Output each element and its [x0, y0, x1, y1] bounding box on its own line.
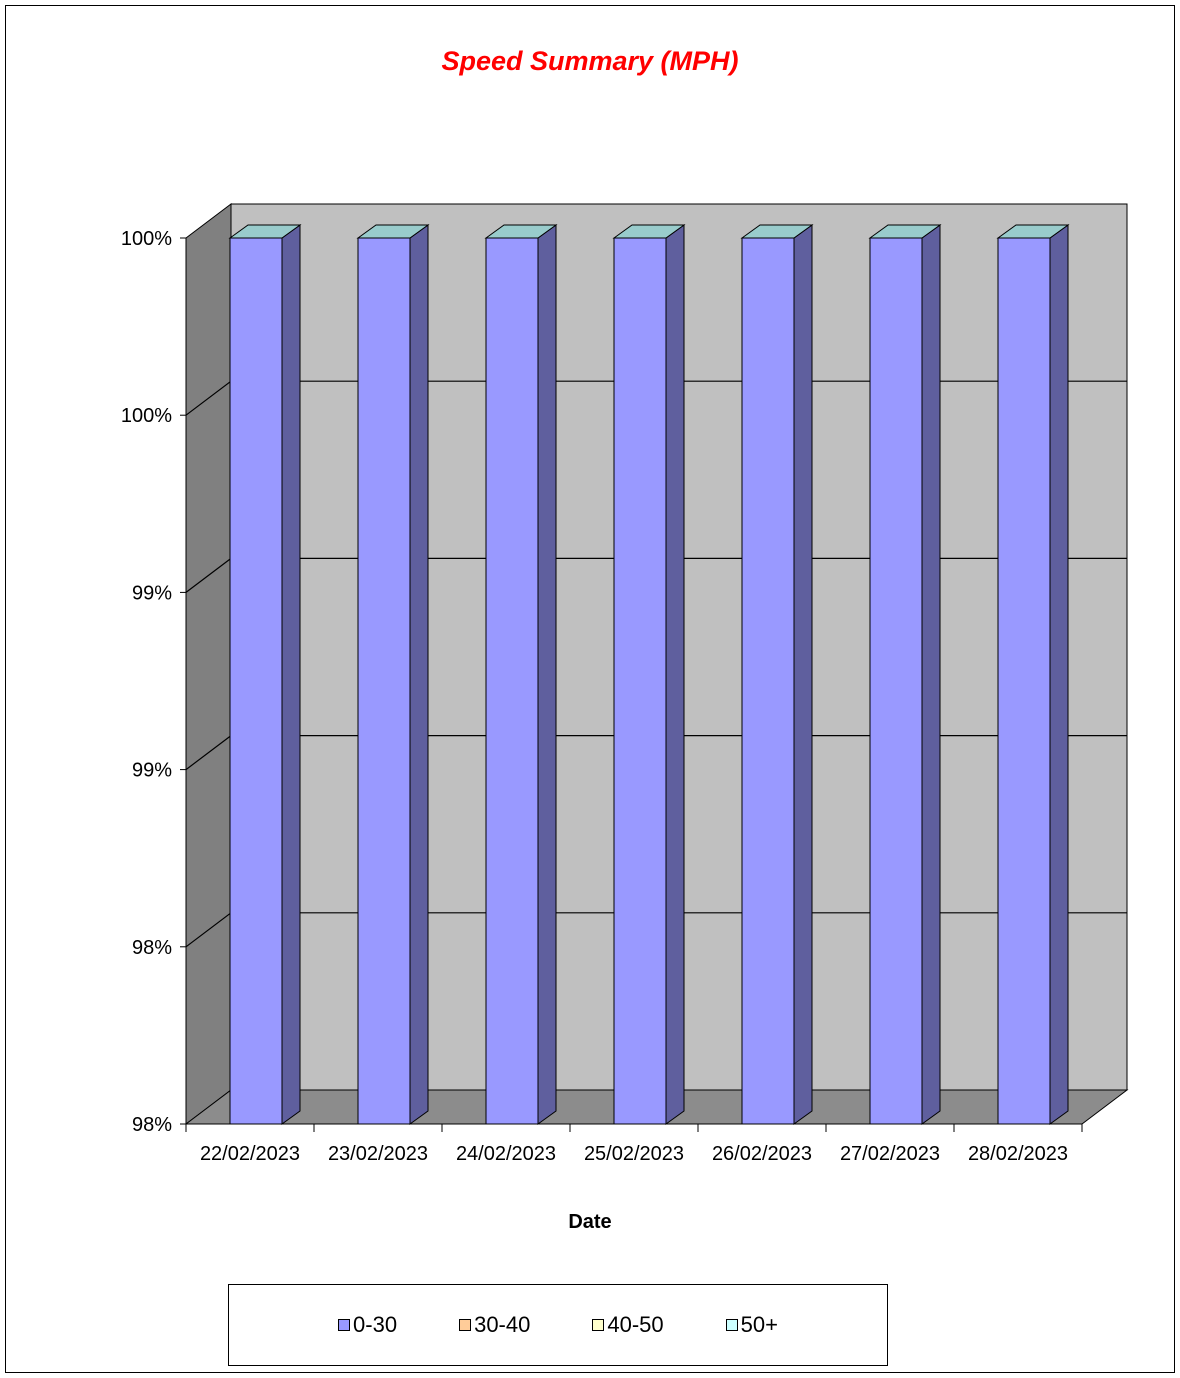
- y-tick-label: 98%: [132, 1114, 172, 1136]
- bar-side-0-30: [281, 224, 301, 1125]
- legend-item: 0-30: [338, 1312, 397, 1338]
- bar-segment-0-30: [229, 237, 283, 1125]
- bar-top: [996, 224, 1070, 239]
- y-tick-label: 99%: [132, 760, 172, 782]
- legend-swatch: [592, 1319, 605, 1331]
- side-wall: [185, 202, 232, 1126]
- y-tick-label: 100%: [121, 228, 172, 250]
- bar-segment-0-30: [869, 237, 923, 1125]
- x-axis-title: Date: [568, 1211, 612, 1233]
- x-tick-label: 26/02/2023: [712, 1143, 812, 1165]
- bar-top: [356, 224, 430, 239]
- bar-segment-0-30: [997, 237, 1051, 1125]
- legend-label: 0-30: [353, 1312, 398, 1337]
- bar-side-0-30: [537, 224, 557, 1125]
- bar-top: [228, 224, 302, 239]
- legend-item: 50+: [725, 1312, 778, 1338]
- x-tick-label: 27/02/2023: [840, 1143, 940, 1165]
- bar-side-0-30: [665, 224, 685, 1125]
- bar-top: [868, 224, 942, 239]
- bar-side-0-30: [921, 224, 941, 1125]
- legend-item: 40-50: [592, 1312, 664, 1338]
- bar-side-0-30: [409, 224, 429, 1125]
- bar-top: [484, 224, 558, 239]
- legend-label: 40-50: [607, 1312, 664, 1337]
- x-tick-label: 23/02/2023: [328, 1143, 428, 1165]
- bar-side-0-30: [793, 224, 813, 1125]
- bar-top: [612, 224, 686, 239]
- legend-swatch: [338, 1319, 351, 1331]
- bar-side-0-30: [1049, 224, 1069, 1125]
- bar-segment-0-30: [485, 237, 539, 1125]
- y-tick-label: 99%: [132, 582, 172, 604]
- y-tick-label: 100%: [121, 405, 172, 427]
- legend-item: 30-40: [459, 1312, 530, 1338]
- x-tick-label: 25/02/2023: [584, 1143, 684, 1165]
- x-tick-label: 24/02/2023: [456, 1143, 556, 1165]
- chart-title: Speed Summary (MPH): [441, 46, 739, 76]
- legend-swatch: [459, 1319, 472, 1331]
- legend: 0-30 30-40 40-50 50+: [228, 1284, 888, 1366]
- bar-segment-0-30: [613, 237, 667, 1125]
- x-tick-label: 28/02/2023: [968, 1143, 1068, 1165]
- y-tick-label: 98%: [132, 937, 172, 959]
- bar-segment-0-30: [357, 237, 411, 1125]
- legend-swatch: [725, 1319, 738, 1331]
- bar-top: [740, 224, 814, 239]
- legend-label: 30-40: [474, 1312, 531, 1337]
- legend-label: 50+: [740, 1312, 778, 1337]
- bar-segment-0-30: [741, 237, 795, 1125]
- x-tick-label: 22/02/2023: [200, 1143, 300, 1165]
